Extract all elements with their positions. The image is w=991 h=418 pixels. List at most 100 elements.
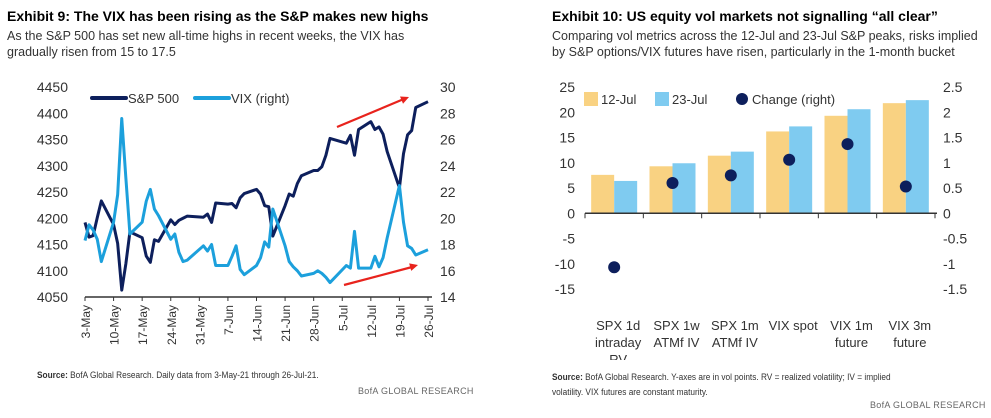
y2-tick-label: 2.5 xyxy=(943,79,963,95)
source-text: BofA Global Research. Y-axes are in vol … xyxy=(585,372,891,382)
source-text: BofA Global Research. Daily data from 3-… xyxy=(70,370,319,380)
y2-tick-label: 18 xyxy=(440,237,456,253)
bar-12-jul xyxy=(882,103,906,214)
x-tick-label: SPX 1d xyxy=(596,318,640,333)
y2-tick-label: -1 xyxy=(943,256,956,272)
x-tick-label: 24-May xyxy=(165,305,179,345)
y-tick-label: -10 xyxy=(555,256,575,272)
x-tick-label: 19-Jul xyxy=(393,305,407,338)
trend-arrow xyxy=(343,265,415,287)
x-tick-label: intraday xyxy=(595,335,642,350)
y-tick-label: 20 xyxy=(559,104,575,120)
vix-line xyxy=(83,117,429,285)
y-tick-label: 4250 xyxy=(37,184,68,200)
trend-arrow xyxy=(336,97,406,129)
right-source: Source: BofA Global Research. Y-axes are… xyxy=(552,370,891,400)
x-tick-label: RV xyxy=(609,352,627,360)
y2-tick-label: -1.5 xyxy=(943,281,967,297)
y-tick-label: 15 xyxy=(559,130,575,146)
bar-23-jul xyxy=(730,151,754,214)
arrow-head xyxy=(400,96,409,104)
x-tick-label: 7-Jun xyxy=(222,305,236,335)
left-footer: BofA GLOBAL RESEARCH xyxy=(358,386,474,396)
sp500-line xyxy=(83,100,429,292)
x-tick-label: VIX 1m xyxy=(830,318,873,333)
y-tick-label: -15 xyxy=(555,281,575,297)
bar-23-jul xyxy=(614,180,638,214)
y2-tick-label: 14 xyxy=(440,289,456,305)
legend-swatch xyxy=(736,93,748,105)
x-tick-label: ATMf IV xyxy=(712,335,758,350)
change-dot xyxy=(666,176,679,189)
y2-tick-label: 20 xyxy=(440,210,456,226)
change-dot xyxy=(724,169,737,182)
bar-23-jul xyxy=(789,126,813,214)
bar-12-jul xyxy=(824,115,848,214)
legend-swatch xyxy=(584,92,598,106)
legend-label: Change (right) xyxy=(752,92,835,107)
right-subtitle-line: Comparing vol metrics across the 12-Jul … xyxy=(552,29,978,43)
legend-label: 23-Jul xyxy=(672,92,708,107)
bar-12-jul xyxy=(707,155,731,214)
y-tick-label: 4050 xyxy=(37,289,68,305)
x-tick-label: future xyxy=(893,335,926,350)
arrow-head xyxy=(409,263,418,271)
source-label: Source: xyxy=(37,370,68,380)
y2-tick-label: 16 xyxy=(440,263,456,279)
left-subtitle-line: gradually risen from 15 to 17.5 xyxy=(7,45,176,59)
y-tick-label: 4150 xyxy=(37,237,68,253)
legend-label: VIX (right) xyxy=(231,91,290,106)
legend-label: S&P 500 xyxy=(128,91,179,106)
bar-23-jul xyxy=(905,100,929,214)
change-dot xyxy=(783,153,796,166)
bar-23-jul xyxy=(672,163,696,214)
vix-sp-line-chart: 4050 4100 4150 4200 4250 4300 4350 4400 4450 14 16… xyxy=(37,79,456,345)
y-tick-label: 4450 xyxy=(37,79,68,95)
right-title: Exhibit 10: US equity vol markets not si… xyxy=(552,8,938,24)
bar-23-jul xyxy=(847,109,871,214)
bar-12-jul xyxy=(766,131,790,214)
y-tick-label: -5 xyxy=(563,231,576,247)
y-tick-label: 25 xyxy=(559,79,575,95)
y-tick-label: 10 xyxy=(559,155,575,171)
source-label: Source: xyxy=(552,372,583,382)
x-tick-label: SPX 1m xyxy=(711,318,759,333)
y2-tick-label: 30 xyxy=(440,79,456,95)
left-subtitle-line: As the S&P 500 has set new all-time high… xyxy=(7,29,405,43)
left-title: Exhibit 9: The VIX has been rising as th… xyxy=(7,8,429,24)
y-tick-label: 4100 xyxy=(37,263,68,279)
x-tick-label: 14-Jun xyxy=(251,305,265,342)
right-subtitle: Comparing vol metrics across the 12-Jul … xyxy=(552,28,978,60)
y-tick-label: 5 xyxy=(567,180,575,196)
y2-tick-label: 0 xyxy=(943,205,951,221)
x-tick-label: VIX spot xyxy=(769,318,819,333)
x-tick-label: SPX 1w xyxy=(653,318,700,333)
vol-metrics-bar-chart: -15 -10 -5 0 5 10 15 20 25 -1.5 -1 -0.5 0 0.5 1 1.5 2 2.5… xyxy=(555,79,968,360)
y2-tick-label: 26 xyxy=(440,132,456,148)
y2-tick-label: -0.5 xyxy=(943,231,967,247)
y2-tick-label: 1.5 xyxy=(943,130,963,146)
legend-swatch xyxy=(655,92,669,106)
source-text: volatility. VIX futures are constant mat… xyxy=(552,387,708,397)
x-tick-label: 28-Jun xyxy=(308,305,322,342)
y2-tick-label: 1 xyxy=(943,155,951,171)
right-subtitle-line: by S&P options/VIX futures have risen, p… xyxy=(552,45,955,59)
y-tick-label: 4400 xyxy=(37,105,68,121)
y-tick-label: 4200 xyxy=(37,210,68,226)
y2-tick-label: 22 xyxy=(440,184,456,200)
left-subtitle: As the S&P 500 has set new all-time high… xyxy=(7,28,404,60)
x-tick-label: future xyxy=(835,335,868,350)
x-tick-label: ATMf IV xyxy=(654,335,700,350)
y2-tick-label: 0.5 xyxy=(943,180,963,196)
change-dot xyxy=(608,261,621,274)
y2-tick-label: 2 xyxy=(943,104,951,120)
y2-tick-label: 28 xyxy=(440,105,456,121)
change-dot xyxy=(841,138,854,151)
y-tick-label: 4350 xyxy=(37,132,68,148)
bar-12-jul xyxy=(591,174,615,214)
x-tick-label: 12-Jul xyxy=(365,305,379,338)
x-tick-label: 17-May xyxy=(136,305,150,345)
x-tick-label: 5-Jul xyxy=(336,305,350,331)
x-tick-label: 26-Jul xyxy=(422,305,436,338)
left-source: Source: BofA Global Research. Daily data… xyxy=(37,370,319,380)
